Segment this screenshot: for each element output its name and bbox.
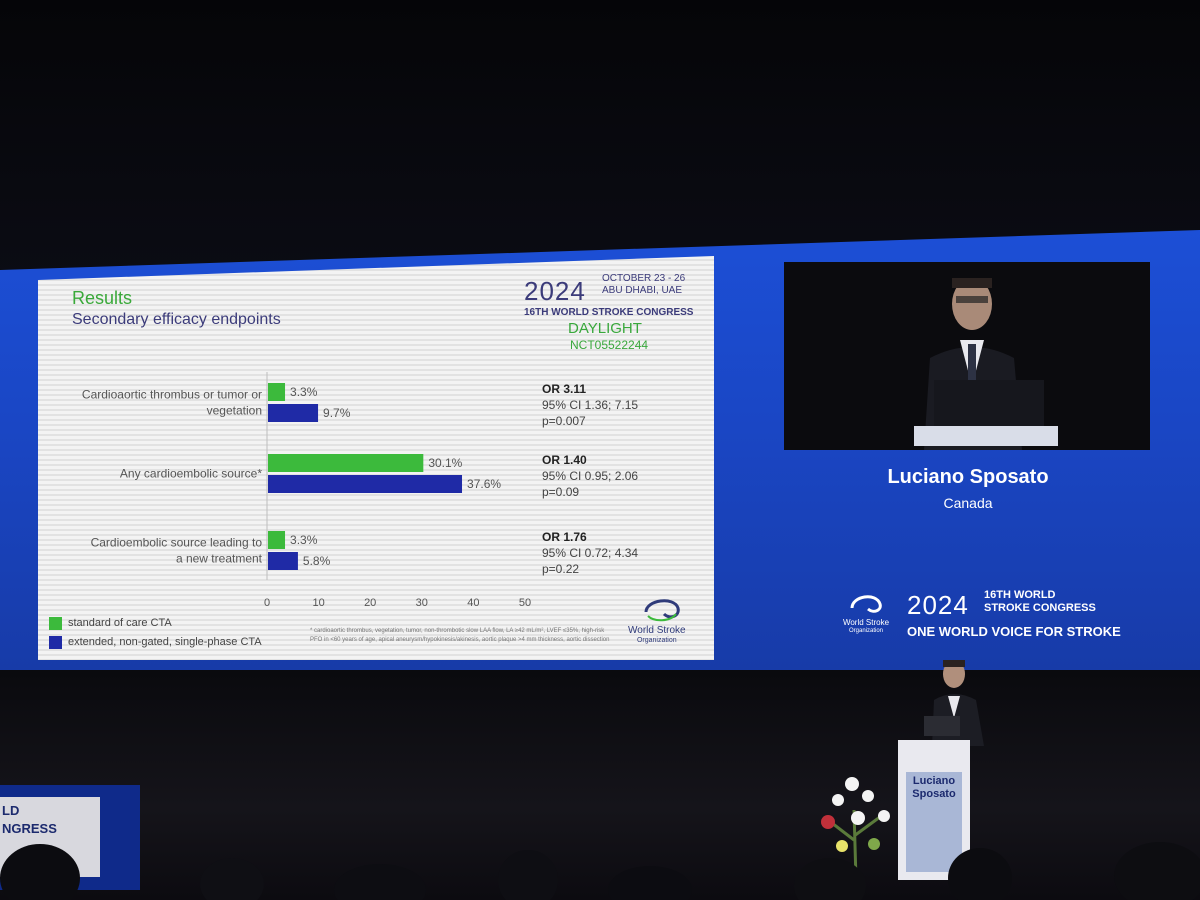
x-tick-label: 50: [519, 597, 531, 609]
audience-silhouettes: [0, 842, 1200, 900]
confidence-interval-label: 95% CI 0.95; 2.06: [542, 469, 638, 483]
bar-extended: [268, 404, 319, 422]
speaker-name: Luciano Sposato: [887, 466, 1049, 488]
trial-id: NCT05522244: [570, 338, 649, 352]
bar-extended: [268, 475, 463, 493]
podium-line1: Luciano: [912, 775, 956, 787]
flower-arrangement: [821, 777, 890, 880]
data-label: 37.6%: [467, 477, 501, 491]
bar-standard: [268, 383, 286, 401]
congress-name: 16TH WORLD STROKE CONGRESS: [524, 307, 694, 318]
banner-org-name: World Stroke Organization: [838, 618, 894, 636]
banner-org-logo-icon: [850, 595, 882, 613]
podium-sign: [906, 772, 962, 872]
bar-standard: [268, 531, 286, 549]
p-value-label: p=0.007: [542, 414, 586, 428]
data-label: 5.8%: [303, 554, 331, 568]
category-label: a new treatment: [176, 552, 263, 566]
banner-name-line2: STROKE CONGRESS: [984, 602, 1096, 614]
odds-ratio-label: OR 1.40: [542, 453, 587, 467]
data-label: 9.7%: [323, 406, 351, 420]
congress-date-range: OCTOBER 23 - 26: [602, 273, 686, 284]
x-tick-label: 0: [264, 597, 270, 609]
podium-speaker-name: Luciano Sposato: [906, 775, 962, 801]
congress-year: 2024: [524, 276, 586, 306]
x-tick-label: 30: [416, 597, 428, 609]
category-label: Cardioaortic thrombus or tumor or: [82, 388, 262, 402]
side-sign-text: LD NGRESS: [2, 802, 57, 838]
p-value-label: p=0.22: [542, 562, 579, 576]
category-label: vegetation: [207, 404, 262, 418]
banner-year: 2024: [907, 590, 969, 620]
banner-org-line1: World Stroke: [842, 618, 890, 627]
side-sign-line1: LD: [2, 803, 20, 818]
data-label: 3.3%: [290, 385, 318, 399]
legend-swatch-standard: [49, 617, 62, 630]
slide-subheading: Secondary efficacy endpoints: [72, 311, 281, 328]
x-tick-label: 20: [364, 597, 376, 609]
bar-extended: [268, 552, 298, 570]
congress-dates: OCTOBER 23 - 26 ABU DHABI, UAE: [602, 273, 685, 297]
p-value-label: p=0.09: [542, 485, 579, 499]
chart-layer: Cardioaortic thrombus or tumor or vegetat…: [82, 372, 638, 609]
category-label: Cardioembolic source leading to: [91, 536, 263, 550]
data-label: 30.1%: [428, 456, 462, 470]
legend-label-extended: extended, non-gated, single-phase CTA: [68, 636, 262, 648]
bar-standard: [268, 454, 424, 472]
congress-location: ABU DHABI, UAE: [602, 285, 683, 296]
speaker-video-feed: [784, 262, 1150, 450]
presenter-figure: [924, 660, 984, 746]
auditorium-ceiling: [0, 0, 1200, 280]
podium-line2: Sposato: [912, 788, 956, 800]
speaker-country: Canada: [943, 495, 993, 511]
slide-org-name: World Stroke Organization: [628, 626, 686, 646]
confidence-interval-label: 95% CI 1.36; 7.15: [542, 398, 638, 412]
slide-org-line2: Organization: [636, 637, 677, 644]
odds-ratio-label: OR 1.76: [542, 530, 587, 544]
speaker-silhouette: [784, 262, 1150, 450]
category-label: Any cardioembolic source*: [120, 467, 262, 481]
x-tick-label: 10: [312, 597, 324, 609]
slide-heading: Results: [72, 288, 133, 308]
data-label: 3.3%: [290, 533, 318, 547]
slide-footnote: * cardioaortic thrombus, vegetation, tum…: [310, 628, 610, 643]
banner-name-line1: 16TH WORLD: [984, 589, 1056, 601]
world-stroke-logo-icon: [644, 599, 680, 622]
legend-swatch-extended: [49, 636, 62, 649]
x-tick-label: 40: [467, 597, 479, 609]
odds-ratio-label: OR 3.11: [542, 382, 586, 396]
banner-congress-name: 16TH WORLD STROKE CONGRESS: [984, 589, 1096, 615]
side-sign-line2: NGRESS: [2, 821, 57, 836]
legend-label-standard: standard of care CTA: [68, 617, 172, 629]
slide-org-line1: World Stroke: [628, 625, 686, 636]
confidence-interval-label: 95% CI 0.72; 4.34: [542, 546, 638, 560]
trial-name: DAYLIGHT: [568, 320, 642, 337]
banner-tagline: ONE WORLD VOICE FOR STROKE: [907, 624, 1121, 639]
banner-org-line2: Organization: [848, 628, 884, 634]
